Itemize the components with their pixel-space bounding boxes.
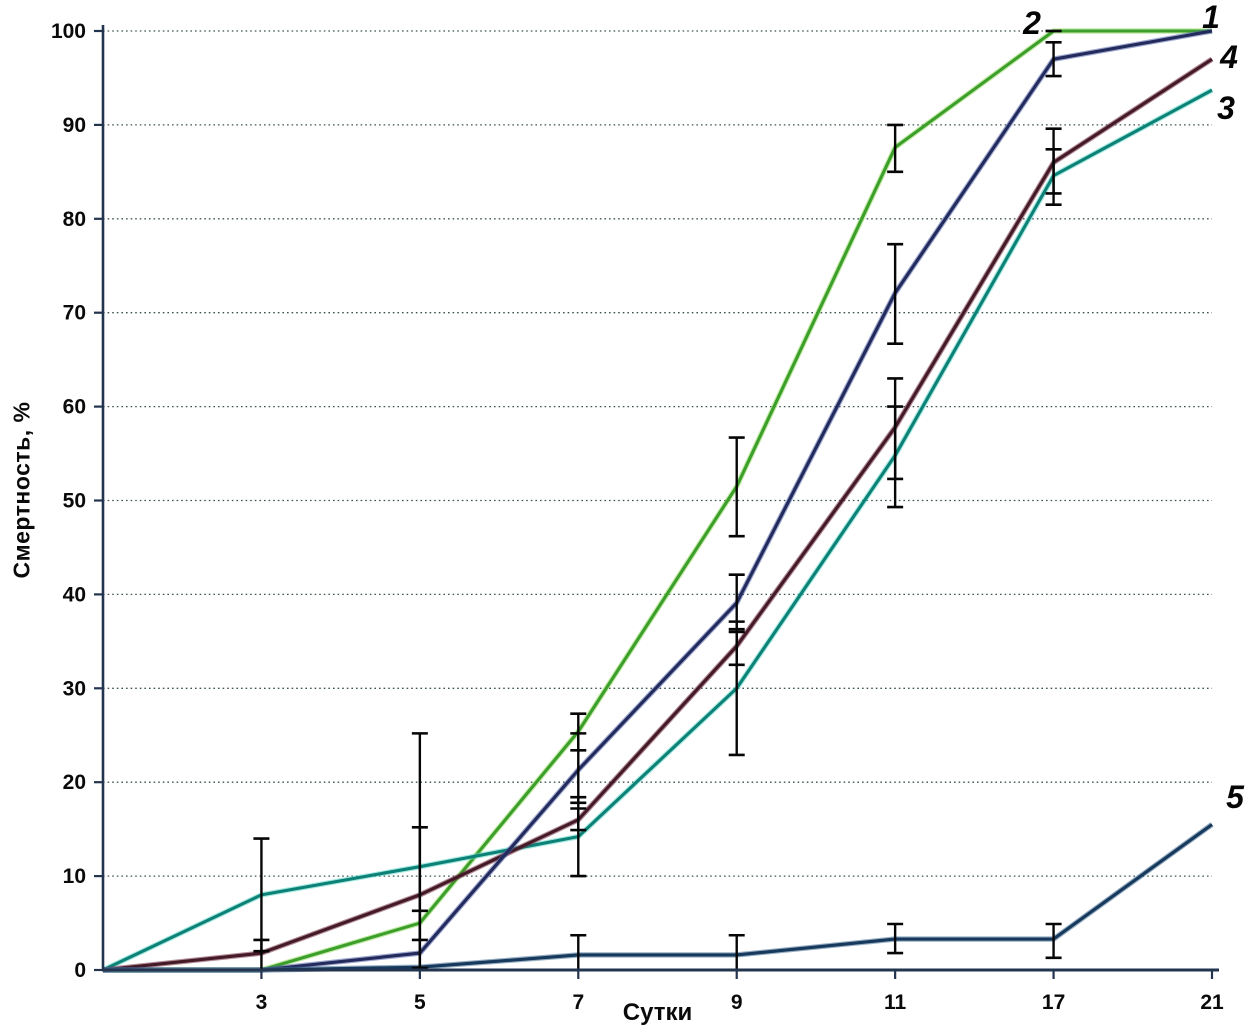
y-tick-label-80: 80 bbox=[63, 208, 86, 231]
x-axis-title: Сутки bbox=[622, 999, 693, 1026]
x-tick-label-11: 11 bbox=[884, 991, 907, 1014]
y-tick-label-0: 0 bbox=[74, 959, 86, 982]
x-tick-label-17: 17 bbox=[1042, 991, 1065, 1014]
y-tick-label-70: 70 bbox=[63, 302, 86, 325]
y-tick-label-30: 30 bbox=[63, 677, 86, 700]
y-tick-label-10: 10 bbox=[63, 865, 86, 888]
series-4-maroon-halo bbox=[102, 56, 1214, 973]
x-tick-label-9: 9 bbox=[731, 991, 743, 1014]
series-label-3: 3 bbox=[1217, 90, 1235, 126]
y-tick-label-100: 100 bbox=[51, 20, 86, 43]
series-label-2: 2 bbox=[1022, 5, 1041, 41]
x-tick-label-7: 7 bbox=[572, 991, 584, 1014]
y-axis-title: Смертность, % bbox=[8, 401, 35, 579]
y-tick-label-50: 50 bbox=[63, 490, 86, 513]
y-tick-label-40: 40 bbox=[63, 583, 86, 606]
x-tick-label-3: 3 bbox=[256, 991, 268, 1014]
series-3-teal-line bbox=[102, 88, 1213, 972]
series-2-green-line bbox=[103, 29, 1212, 972]
y-tick-label-20: 20 bbox=[63, 771, 86, 794]
series-4-maroon-line bbox=[102, 57, 1213, 972]
series-label-1: 1 bbox=[1202, 0, 1220, 35]
x-tick-label-5: 5 bbox=[414, 991, 426, 1014]
y-tick-label-60: 60 bbox=[63, 396, 86, 419]
series-label-4: 4 bbox=[1219, 39, 1238, 75]
series-label-5: 5 bbox=[1226, 779, 1245, 815]
x-tick-label-21: 21 bbox=[1200, 991, 1224, 1014]
y-tick-label-90: 90 bbox=[63, 114, 86, 137]
